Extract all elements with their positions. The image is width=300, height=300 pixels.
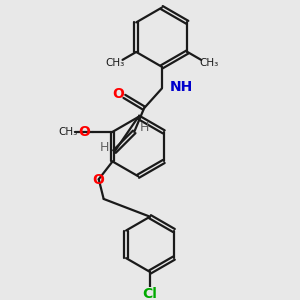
Text: CH₃: CH₃ [106,58,125,68]
Text: O: O [92,173,104,187]
Text: CH₃: CH₃ [58,127,78,137]
Text: CH₃: CH₃ [199,58,218,68]
Text: Cl: Cl [142,286,158,300]
Text: O: O [112,87,124,101]
Text: H: H [140,122,149,134]
Text: H: H [100,141,109,154]
Text: O: O [78,125,90,139]
Text: NH: NH [170,80,194,94]
